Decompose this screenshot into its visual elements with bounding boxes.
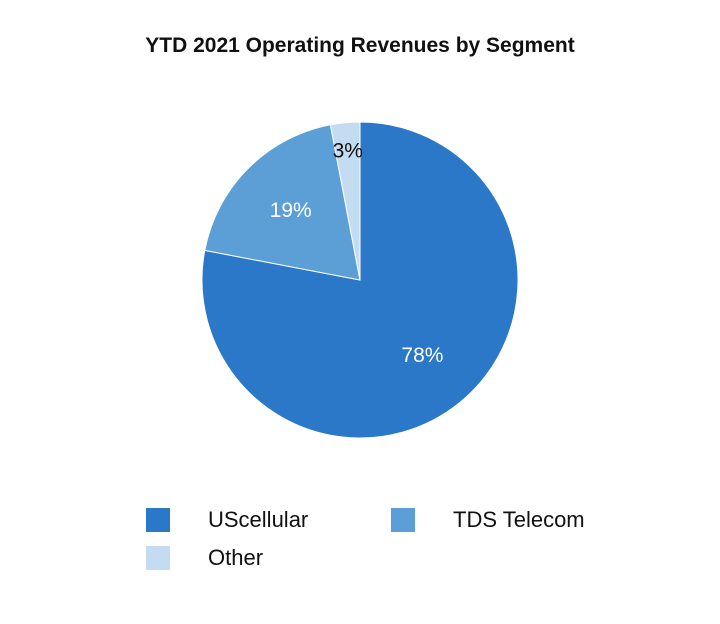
legend-swatch-uscellular <box>146 508 170 532</box>
pie-slice-uscellular <box>201 121 519 439</box>
data-label-tds-telecom: 19% <box>270 199 312 222</box>
data-label-uscellular: 78% <box>401 344 443 367</box>
data-label-other: 3% <box>333 140 363 163</box>
chart-title: YTD 2021 Operating Revenues by Segment <box>145 34 575 57</box>
legend-label-tds-telecom: TDS Telecom <box>453 507 585 532</box>
legend-item-tds-telecom: TDS Telecom <box>391 506 585 534</box>
legend-label-other: Other <box>208 545 264 570</box>
pie-slice-tds-telecom <box>204 124 361 281</box>
legend-swatch-other <box>146 546 170 570</box>
legend-swatch-tds-telecom <box>391 508 415 532</box>
pie-chart: 78% 19% 3% <box>201 121 519 439</box>
legend-label-uscellular: UScellular <box>208 507 309 532</box>
legend-item-uscellular: UScellular <box>146 506 308 534</box>
legend-item-other: Other <box>146 544 263 572</box>
pie-slice-other <box>329 121 361 281</box>
